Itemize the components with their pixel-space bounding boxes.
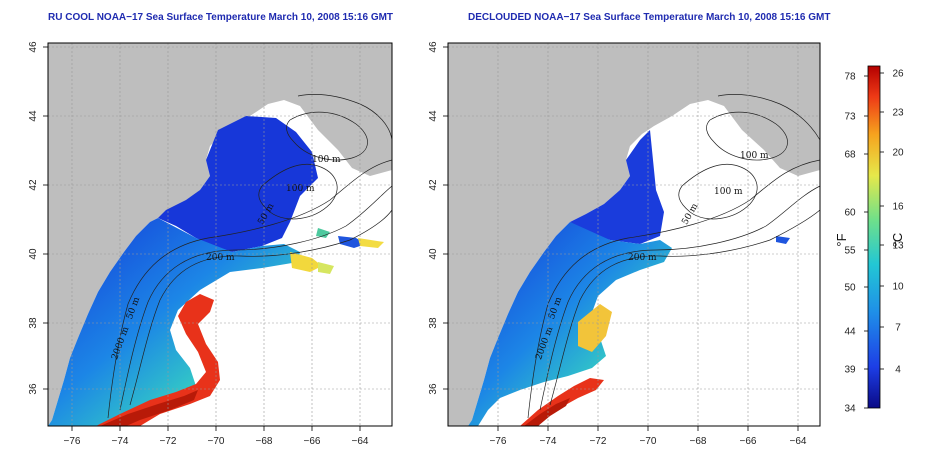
left-map-panel: 100 m 100 m 50 m 200 m 50 m 2000 m [47, 42, 393, 427]
right-x-tick-label: −66 [740, 436, 757, 447]
colorbar-c-tick-label: 20 [892, 148, 904, 159]
left-y-axis: 36 38 40 42 44 46 [28, 41, 48, 395]
right-y-tick-label: 42 [428, 179, 439, 191]
right-grid [448, 43, 820, 426]
left-x-tick-label: −68 [256, 436, 273, 447]
left-contour-label-100m-a: 100 m [312, 155, 341, 165]
colorbar-fahrenheit-ticks: 78 73 68 60 55 50 44 39 34 [844, 72, 868, 415]
colorbar-f-tick-label: 78 [844, 72, 856, 83]
left-grid [48, 43, 392, 426]
right-land [448, 43, 820, 426]
right-y-tick-label: 38 [428, 317, 439, 329]
colorbar-f-tick-label: 44 [844, 327, 856, 338]
colorbar-celsius-ticks: 26 23 20 16 13 10 7 4 [880, 69, 904, 376]
left-land [48, 43, 392, 426]
left-x-tick-label: −66 [304, 436, 321, 447]
left-x-tick-label: −74 [112, 436, 129, 447]
left-panel-title: RU COOL NOAA−17 Sea Surface Temperature … [48, 12, 394, 23]
left-y-tick-label: 42 [28, 179, 39, 191]
left-y-tick-label: 38 [28, 317, 39, 329]
right-x-tick-label: −72 [590, 436, 607, 447]
left-y-tick-label: 44 [28, 110, 39, 122]
colorbar-celsius-label: °C [890, 233, 905, 248]
right-sst-cold-shelf [570, 130, 664, 244]
colorbar-c-tick-label: 10 [892, 282, 904, 293]
right-map-panel: 100 m 100 m 50 m 200 m 50 m 2000 m [447, 42, 821, 427]
left-x-tick-label: −72 [160, 436, 177, 447]
left-y-tick-label: 40 [28, 248, 39, 260]
colorbar-f-tick-label: 50 [844, 283, 856, 294]
right-sst-shelf [468, 222, 672, 426]
right-x-tick-label: −64 [790, 436, 807, 447]
left-x-tick-label: −64 [352, 436, 369, 447]
right-y-tick-label: 36 [428, 383, 439, 395]
colorbar-f-tick-label: 68 [844, 150, 856, 161]
colorbar-f-tick-label: 55 [844, 246, 856, 257]
right-panel-title: DECLOUDED NOAA−17 Sea Surface Temperatur… [468, 12, 831, 23]
colorbar-f-tick-label: 34 [844, 404, 856, 415]
left-sst-shelf [48, 218, 300, 426]
left-x-axis: −76 −74 −72 −70 −68 −66 −64 [64, 426, 369, 447]
right-y-axis: 36 38 40 42 44 46 [428, 41, 448, 395]
colorbar-c-tick-label: 13 [892, 241, 904, 252]
left-y-tick-label: 46 [28, 41, 39, 53]
colorbar-f-tick-label: 39 [844, 365, 856, 376]
left-map-frame [47, 42, 393, 427]
right-contour-label-100m-b: 100 m [714, 187, 743, 197]
right-contour-label-100m-a: 100 m [740, 151, 769, 161]
left-contour-label-200m: 200 m [206, 253, 235, 263]
right-contour-label-200m: 200 m [628, 253, 657, 263]
right-x-tick-label: −76 [490, 436, 507, 447]
left-contour-label-100m-b: 100 m [286, 184, 315, 194]
right-y-tick-label: 40 [428, 248, 439, 260]
right-isobaths [527, 94, 821, 419]
right-map-frame [447, 42, 821, 427]
left-isobaths [107, 94, 393, 419]
left-x-tick-label: −76 [64, 436, 81, 447]
left-y-tick-label: 36 [28, 383, 39, 395]
colorbar-c-tick-label: 7 [895, 323, 901, 334]
right-x-axis: −76 −74 −72 −70 −68 −66 −64 [490, 426, 807, 447]
colorbar-c-tick-label: 4 [895, 365, 901, 376]
left-x-tick-label: −70 [208, 436, 225, 447]
right-y-tick-label: 46 [428, 41, 439, 53]
colorbar-gradient [867, 65, 881, 409]
colorbar-f-tick-label: 60 [844, 208, 856, 219]
colorbar-c-tick-label: 16 [892, 202, 904, 213]
colorbar-c-tick-label: 26 [892, 69, 904, 80]
right-x-tick-label: −68 [690, 436, 707, 447]
colorbar-c-tick-label: 23 [892, 108, 904, 119]
right-y-tick-label: 44 [428, 110, 439, 122]
right-x-tick-label: −74 [540, 436, 557, 447]
colorbar: 78 73 68 60 55 50 44 39 34 26 23 20 16 13 10 7 4 °F °C [834, 65, 905, 415]
colorbar-f-tick-label: 73 [844, 112, 856, 123]
right-x-tick-label: −70 [640, 436, 657, 447]
left-sst-gulf-stream [96, 294, 220, 426]
colorbar-fahrenheit-label: °F [834, 233, 849, 246]
left-sst-cold-shelf [158, 116, 318, 252]
